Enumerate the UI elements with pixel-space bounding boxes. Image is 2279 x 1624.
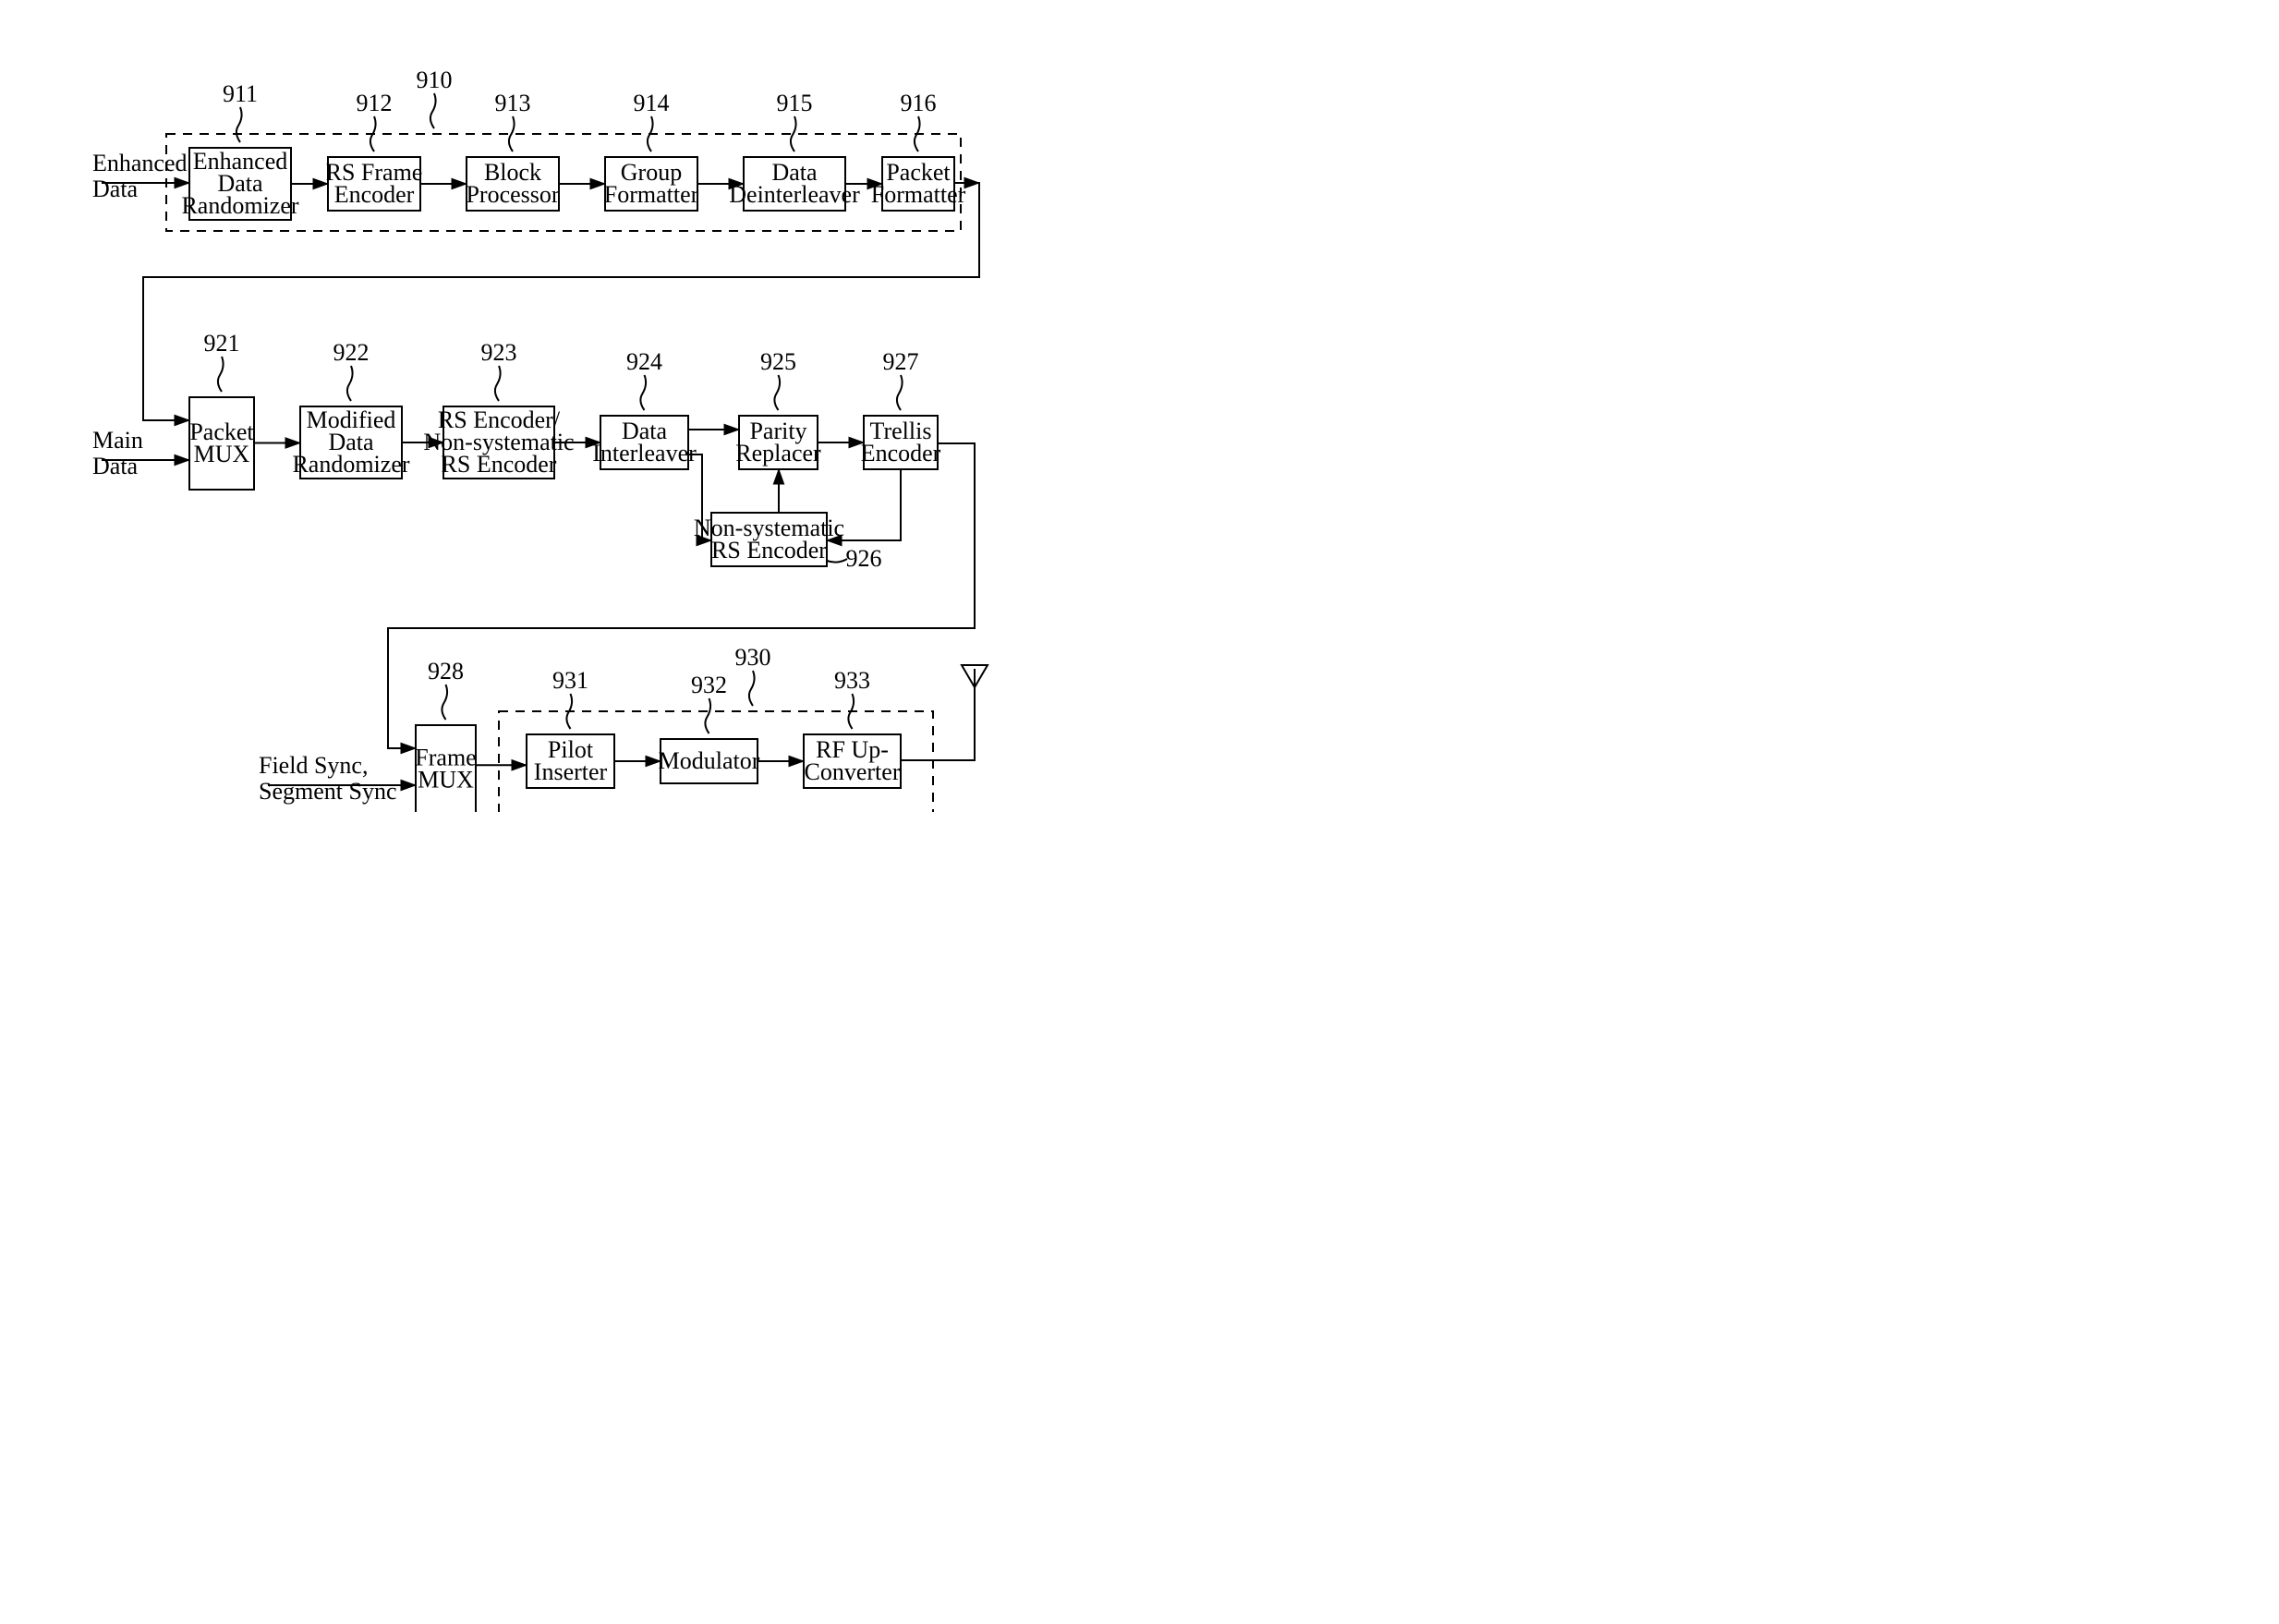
- pre-processor-ref: 910: [417, 67, 453, 93]
- mdr-label-2: Randomizer: [292, 451, 409, 478]
- pr-label-1: Replacer: [735, 440, 821, 467]
- te-label-1: Encoder: [861, 440, 941, 467]
- transmission-unit-ref: 930: [735, 644, 771, 671]
- fmux-ref: 928: [428, 658, 464, 685]
- pf-ref: 916: [901, 90, 937, 116]
- fmux-label-1: MUX: [418, 767, 474, 794]
- sync-label-1: Segment Sync: [259, 778, 397, 805]
- pmux-ref: 921: [204, 330, 240, 357]
- pmux-label-1: MUX: [194, 441, 250, 467]
- rfu-ref: 933: [834, 667, 870, 694]
- rse-label-2: RS Encoder: [442, 451, 557, 478]
- rsf-ref: 912: [357, 90, 393, 116]
- pf-label-1: Formatter: [871, 181, 966, 208]
- nsr-ref: 926: [846, 545, 882, 572]
- te-to-fmux-arrow: [388, 443, 975, 748]
- pr-ref: 925: [760, 348, 796, 375]
- rse-ref: 923: [481, 339, 517, 366]
- main-data-label-1: Data: [92, 453, 139, 479]
- mod-ref: 932: [691, 672, 727, 698]
- rfu-label-1: Converter: [805, 758, 901, 785]
- rsf-label-1: Encoder: [334, 181, 415, 208]
- pi-label-1: Inserter: [534, 758, 608, 785]
- edr-ref: 911: [223, 80, 258, 107]
- bp-ref: 913: [495, 90, 531, 116]
- mod-label-0: Modulator: [659, 747, 760, 774]
- sync-label-0: Field Sync,: [259, 752, 368, 779]
- mdr-ref: 922: [333, 339, 370, 366]
- ddi-ref: 915: [777, 90, 813, 116]
- nsr-label-1: RS Encoder: [711, 537, 827, 564]
- edr-label-2: Randomizer: [181, 192, 298, 219]
- gf-ref: 914: [634, 90, 670, 116]
- di-label-1: Interleaver: [592, 440, 697, 467]
- ddi-label-1: Deinterleaver: [729, 181, 860, 208]
- te-ref: 927: [883, 348, 919, 375]
- rfu-to-ant-arrow: [901, 725, 975, 760]
- bp-label-1: Processor: [466, 181, 559, 208]
- enhanced-data-label-0: Enhanced: [92, 150, 188, 176]
- pi-ref: 931: [552, 667, 588, 694]
- gf-label-1: Formatter: [604, 181, 699, 208]
- main-data-label-0: Main: [92, 427, 143, 454]
- di-ref: 924: [626, 348, 662, 375]
- enhanced-data-label-1: Data: [92, 176, 139, 202]
